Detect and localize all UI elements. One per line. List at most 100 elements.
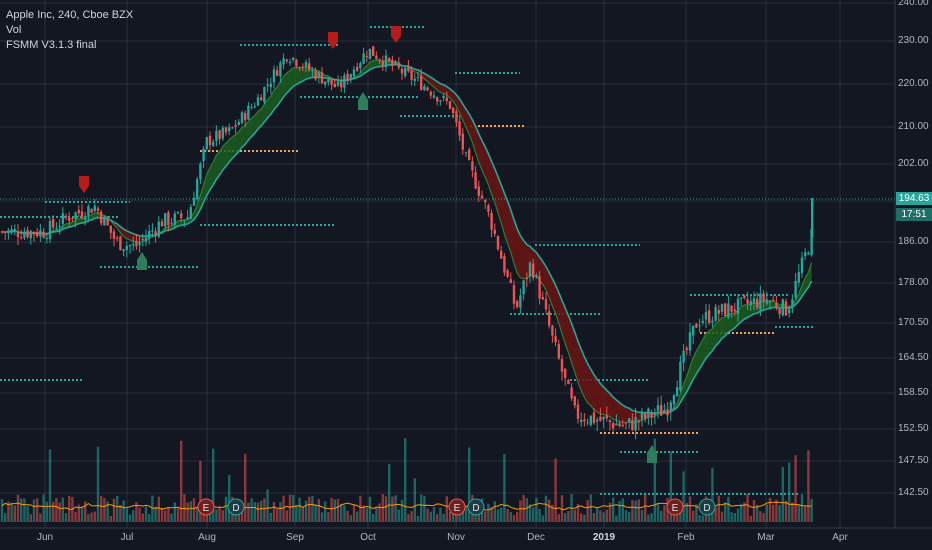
candle-body: [71, 218, 74, 220]
candle-body: [260, 97, 263, 101]
volume-bar: [295, 505, 298, 522]
ribbon-segment: [610, 393, 614, 420]
chart-legend: Apple Inc, 240, Cboe BZX Vol FSMM V3.1.3…: [6, 8, 133, 53]
candle-body: [666, 409, 669, 416]
candle-body: [474, 172, 477, 189]
candle-body: [544, 299, 548, 310]
candle-body: [535, 275, 538, 278]
candle-body: [189, 207, 192, 219]
candle-body: [292, 57, 295, 60]
candle-body: [724, 303, 727, 316]
price-tick-label: 147.50: [898, 455, 929, 466]
candle-body: [285, 59, 288, 62]
legend-indicator[interactable]: FSMM V3.1.3 final: [6, 39, 97, 51]
candle-body: [464, 152, 468, 154]
volume-bar: [272, 502, 276, 522]
volume-bar: [288, 494, 292, 522]
candle-body: [551, 325, 554, 336]
ribbon-segment: [178, 220, 182, 227]
volume-bar: [173, 502, 176, 522]
volume-bar: [800, 494, 804, 522]
volume-bar: [186, 502, 189, 522]
candle-body: [368, 48, 372, 59]
candle-body: [637, 420, 640, 422]
candle-body: [512, 285, 516, 304]
candle-body: [432, 95, 436, 98]
candle-body: [186, 217, 189, 220]
legend-title[interactable]: Apple Inc, 240, Cboe BZX: [6, 9, 134, 21]
ribbon-segment: [302, 66, 306, 82]
ribbon-segment: [216, 151, 220, 180]
ribbon-segment: [491, 161, 495, 203]
ribbon-segment: [693, 350, 697, 380]
volume-bar: [493, 501, 496, 522]
candle-body: [791, 299, 794, 307]
candle-body: [180, 213, 183, 218]
candle-body: [0, 231, 4, 233]
price-tick-label: 142.50: [898, 487, 929, 498]
ribbon-segment: [715, 321, 719, 347]
ribbon-segment: [696, 345, 700, 374]
dividend-marker: D: [227, 498, 245, 516]
volume-bar: [458, 509, 461, 522]
ribbon-segment: [283, 72, 287, 97]
candle-body: [221, 127, 224, 139]
candle-body: [711, 320, 714, 323]
signal-arrows: [79, 26, 657, 463]
candle-body: [548, 311, 551, 326]
candle-body: [237, 122, 240, 125]
candle-body: [496, 236, 500, 250]
volume-bar: [112, 498, 116, 522]
candle-body: [39, 230, 42, 237]
candle-body: [375, 55, 378, 60]
volume-bar: [52, 501, 55, 522]
ribbon-segment: [517, 228, 521, 278]
ribbon-segment: [78, 218, 82, 224]
volume-bar: [714, 507, 717, 522]
volume-bar: [301, 507, 304, 522]
candle-body: [192, 197, 196, 206]
volume-bar: [756, 504, 759, 522]
volume-bar: [285, 510, 288, 522]
ribbon-segment: [206, 167, 210, 196]
volume-bar: [253, 502, 256, 522]
volume-bar: [224, 496, 228, 522]
time-tick-label: Jul: [120, 532, 134, 543]
ribbon-segment: [718, 317, 722, 343]
volume-bar: [797, 504, 800, 522]
ribbon-segment: [126, 230, 130, 241]
price-tick-label: 170.50: [898, 317, 929, 328]
volume-bar: [90, 512, 93, 522]
volume-bar: [608, 502, 612, 522]
candle-body: [141, 238, 144, 240]
volume-bar: [762, 512, 765, 522]
volume-bar: [311, 495, 314, 522]
candle-body: [336, 81, 340, 86]
ribbon-segment: [571, 323, 575, 373]
sell-signal-arrow: [328, 32, 338, 49]
volume-bar: [135, 502, 138, 522]
candle-body: [778, 309, 781, 314]
legend-volume[interactable]: Vol: [6, 24, 22, 36]
candle-body: [320, 72, 324, 84]
candle-body: [525, 277, 528, 280]
earnings-marker: E: [197, 498, 215, 516]
ribbon-segment: [562, 300, 566, 344]
volume-bar: [333, 499, 336, 522]
ribbon-segment: [504, 193, 508, 244]
volume-bar: [80, 506, 84, 522]
volume-bar: [490, 507, 493, 522]
volume-bar: [535, 497, 538, 522]
ribbon-segment: [290, 67, 294, 90]
candle-body: [170, 222, 173, 224]
candle-body: [695, 323, 698, 328]
volume-bar: [58, 502, 61, 522]
ribbon-segment: [296, 67, 300, 85]
volume-bar: [794, 455, 797, 522]
volume-bar: [631, 500, 634, 522]
candle-body: [503, 255, 506, 273]
volume-bar: [74, 511, 77, 522]
volume-bar: [240, 508, 244, 522]
candle-body: [794, 280, 797, 298]
